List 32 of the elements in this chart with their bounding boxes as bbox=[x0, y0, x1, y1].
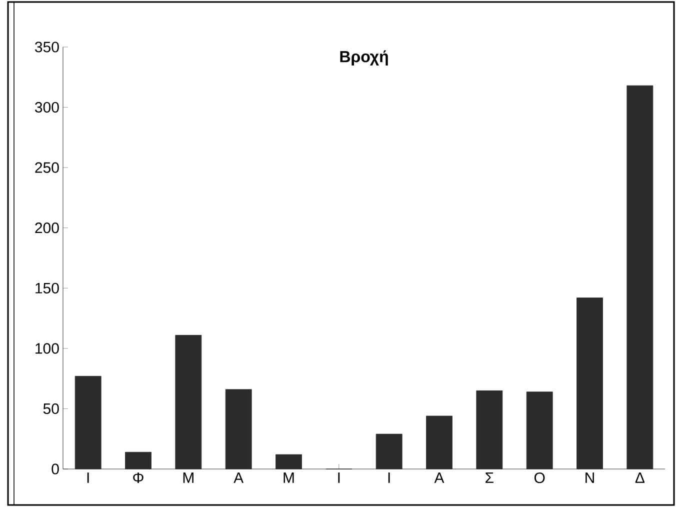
bar bbox=[376, 434, 402, 470]
x-tick-label: Δ bbox=[635, 472, 644, 483]
bar bbox=[276, 454, 302, 470]
x-tick-label: Ι bbox=[388, 472, 390, 483]
y-tick-label: 350 bbox=[35, 42, 59, 52]
x-tick-label: Ι bbox=[338, 472, 340, 483]
bar bbox=[526, 392, 553, 470]
bar bbox=[175, 334, 202, 470]
x-tick-label: Φ bbox=[133, 472, 144, 484]
x-tick-label: Ν bbox=[586, 472, 594, 483]
x-tick-label: Α bbox=[434, 472, 444, 483]
y-tick-label: 50 bbox=[43, 403, 59, 414]
y-tick-label: 0 bbox=[52, 464, 59, 474]
bar bbox=[626, 85, 654, 470]
bar bbox=[576, 298, 603, 470]
y-tick-label: 200 bbox=[35, 222, 59, 234]
x-tick-label: Μ bbox=[183, 472, 194, 483]
x-tick-label: Α bbox=[234, 472, 244, 483]
bar bbox=[74, 376, 102, 470]
bar bbox=[225, 389, 252, 470]
y-tick-label: 100 bbox=[36, 343, 59, 354]
y-tick-label: 150 bbox=[36, 282, 59, 294]
y-tick-label: 300 bbox=[35, 102, 59, 113]
y-tick-label: 250 bbox=[35, 162, 59, 173]
x-tick-label: Ι bbox=[87, 472, 89, 483]
x-tick-label: Μ bbox=[284, 472, 294, 483]
x-tick-label: Ο bbox=[534, 472, 545, 484]
x-tick-label: Σ bbox=[486, 472, 494, 483]
chart-title: Βροχή bbox=[340, 50, 388, 66]
bar bbox=[426, 416, 452, 470]
bar bbox=[476, 390, 503, 470]
bar bbox=[125, 452, 152, 470]
